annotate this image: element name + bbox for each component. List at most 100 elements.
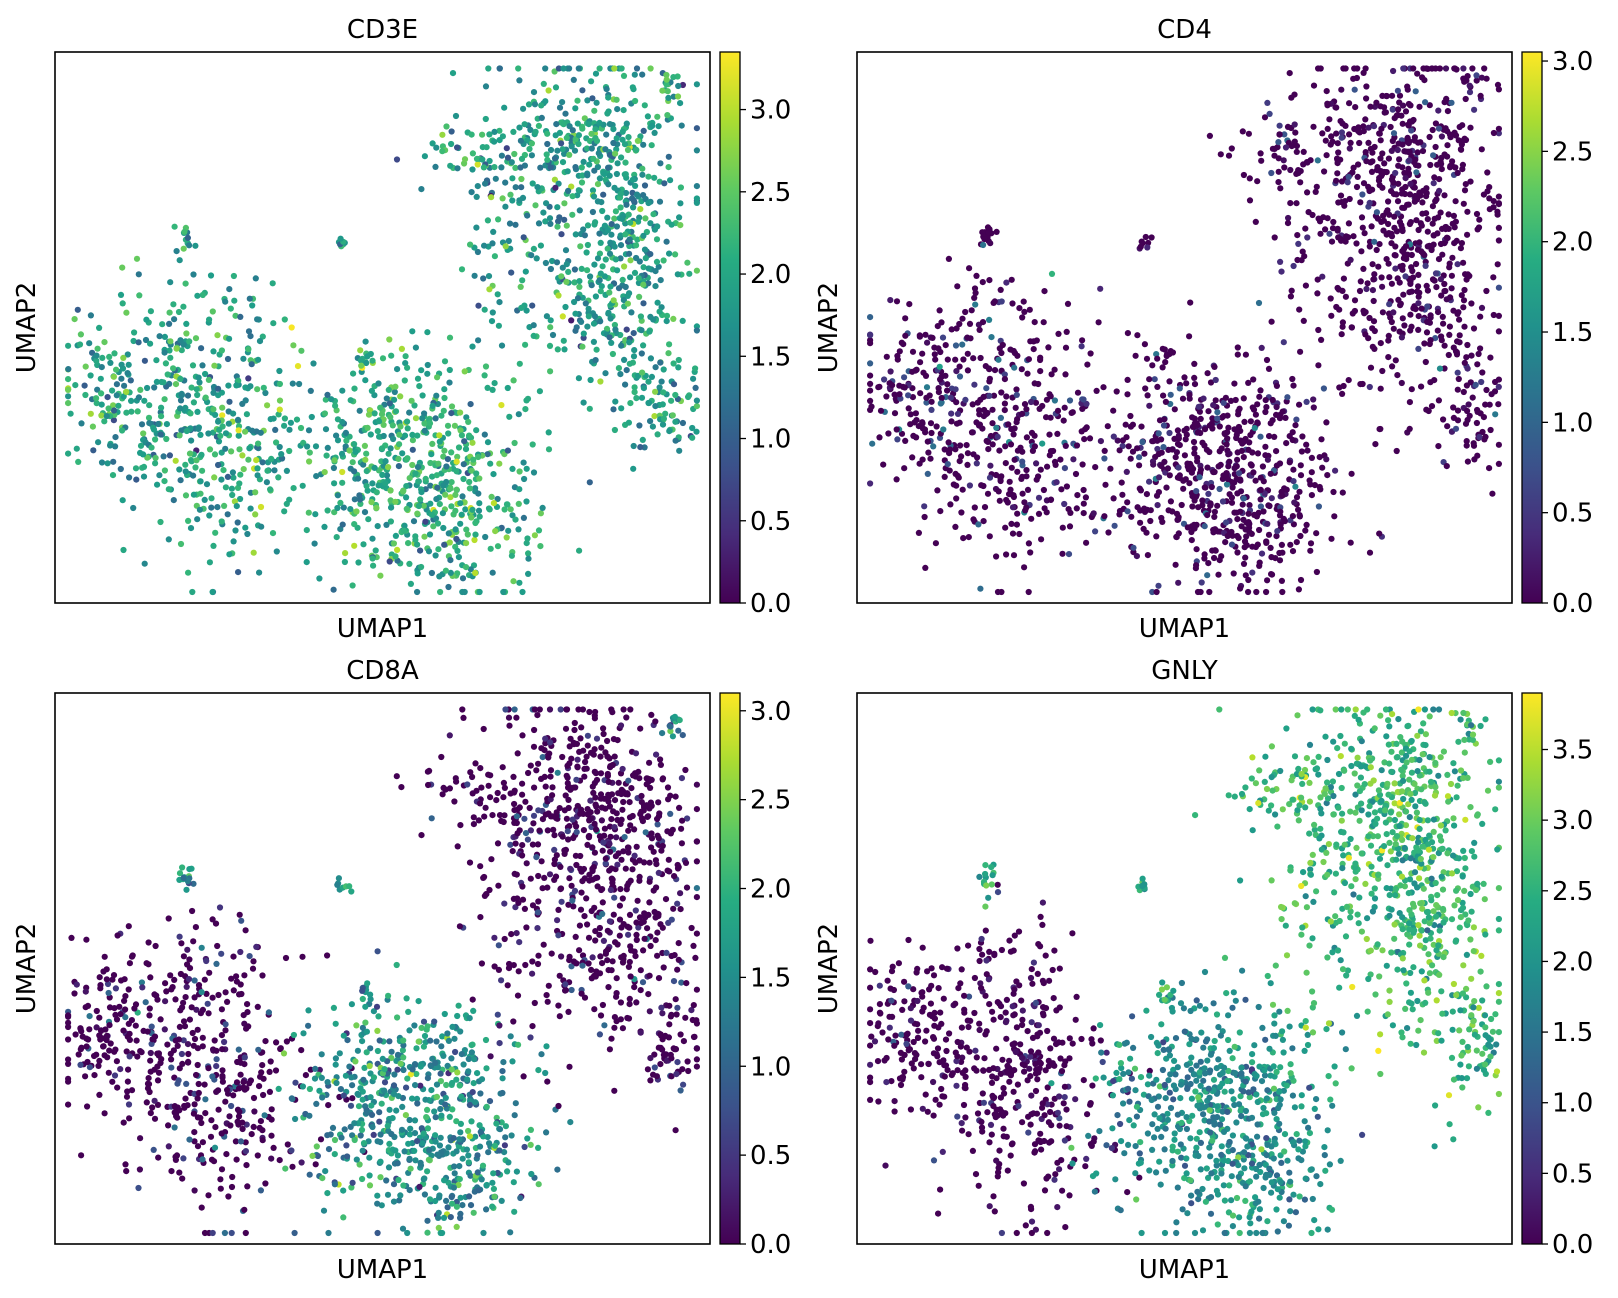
data-point (219, 1067, 226, 1074)
data-point (475, 337, 482, 344)
data-point (468, 514, 475, 521)
data-point (386, 336, 393, 343)
data-point (351, 521, 358, 528)
data-point (1443, 234, 1450, 241)
data-point (254, 465, 261, 472)
data-point (1394, 198, 1402, 205)
data-point (1490, 274, 1497, 281)
data-point (1054, 407, 1062, 414)
data-point (525, 550, 532, 557)
data-point (133, 1037, 140, 1044)
data-point (1347, 139, 1354, 146)
data-point (334, 416, 341, 423)
data-point (1220, 399, 1227, 406)
data-point (433, 496, 440, 503)
data-point (237, 313, 244, 320)
data-point (506, 220, 514, 227)
data-point (177, 540, 185, 548)
data-point (980, 413, 988, 420)
data-point (245, 346, 252, 353)
data-point (147, 1049, 154, 1057)
data-point (94, 386, 101, 393)
data-point (1201, 523, 1208, 530)
data-point (612, 398, 619, 405)
data-point (1191, 525, 1198, 532)
data-point (418, 563, 425, 571)
data-point (604, 110, 611, 117)
data-point (1064, 300, 1072, 307)
data-point (1367, 145, 1374, 152)
data-point (1154, 355, 1161, 362)
data-point (437, 1105, 444, 1113)
data-point (1100, 384, 1107, 391)
data-point (1465, 401, 1472, 408)
data-point (215, 991, 222, 999)
data-point (512, 1100, 519, 1107)
data-point (1367, 103, 1374, 110)
data-point (349, 1095, 356, 1102)
data-point (577, 243, 584, 250)
data-point (183, 330, 190, 337)
data-point (461, 588, 468, 596)
data-point (448, 449, 455, 456)
data-point (186, 242, 193, 249)
data-point (1449, 254, 1456, 261)
data-point (1326, 230, 1333, 237)
data-point (1124, 376, 1131, 383)
data-point (199, 467, 206, 474)
data-point (445, 430, 452, 437)
data-point (1405, 170, 1412, 177)
data-point (1363, 83, 1370, 90)
data-point (435, 546, 442, 553)
data-point (1296, 488, 1303, 495)
data-point (991, 298, 998, 305)
data-point (1442, 287, 1449, 295)
data-point (867, 332, 874, 339)
data-point (161, 1026, 168, 1033)
data-point (1013, 521, 1021, 528)
data-point (196, 506, 203, 513)
data-point (964, 461, 971, 468)
data-point (563, 222, 570, 229)
data-point (471, 536, 478, 544)
data-point (208, 495, 215, 502)
data-point (268, 1106, 275, 1113)
data-point (190, 399, 197, 406)
data-point (1009, 300, 1016, 307)
data-point (1296, 401, 1303, 408)
data-point (412, 415, 420, 422)
data-point (413, 1095, 421, 1102)
data-point (1413, 260, 1420, 268)
data-point (237, 1071, 244, 1078)
data-point (989, 420, 996, 427)
data-point (610, 297, 617, 304)
data-point (409, 437, 416, 444)
data-point (432, 552, 439, 559)
data-point (504, 154, 512, 161)
data-point (1230, 570, 1237, 577)
data-point (144, 1080, 152, 1087)
data-point (457, 427, 464, 434)
data-point (535, 1067, 542, 1074)
data-point (165, 1143, 172, 1150)
data-point (516, 360, 523, 367)
data-point (375, 418, 383, 425)
data-point (198, 989, 205, 996)
data-point (1326, 116, 1333, 123)
data-point (1302, 527, 1309, 534)
data-point (1304, 447, 1311, 454)
data-point (489, 386, 496, 393)
data-point (1316, 218, 1324, 225)
data-point (658, 378, 665, 385)
data-point (122, 1161, 129, 1168)
data-point (339, 387, 346, 394)
data-point (1430, 152, 1437, 159)
data-point (547, 164, 554, 171)
data-point (468, 189, 475, 196)
data-point (1136, 454, 1143, 461)
data-point (1435, 107, 1442, 114)
data-point (976, 421, 984, 428)
data-point (504, 384, 511, 392)
data-point (536, 388, 544, 395)
data-point (1021, 308, 1028, 315)
